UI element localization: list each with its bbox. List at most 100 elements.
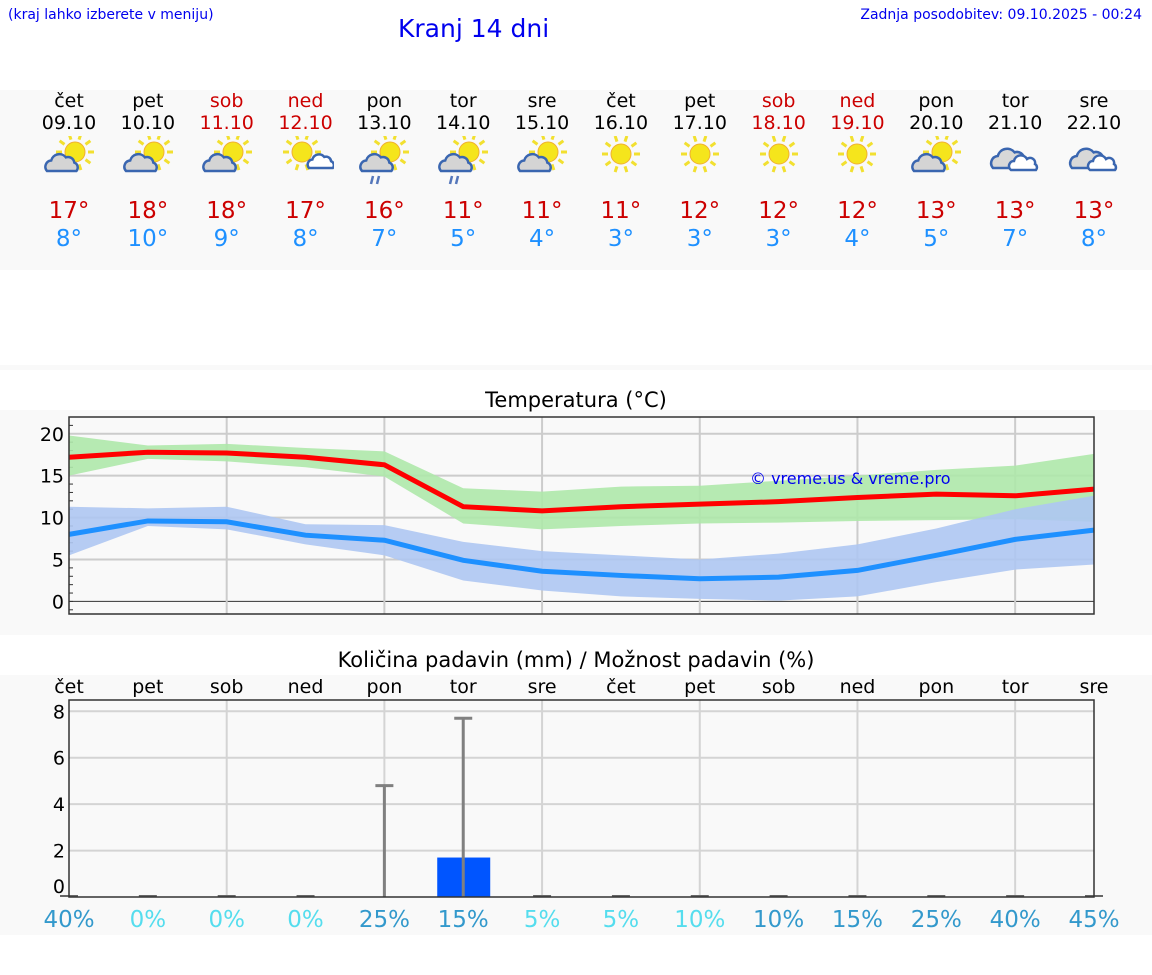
x-category-label: pet	[684, 676, 715, 698]
sun-ray	[471, 163, 477, 171]
precip-probability: 15%	[832, 907, 883, 933]
sun-ray	[788, 141, 795, 148]
min-temp: 4°	[528, 226, 556, 252]
max-temp: 13°	[915, 198, 957, 224]
plot-frame	[68, 416, 1095, 615]
plot-area	[69, 700, 1094, 897]
max-temp: 13°	[1073, 198, 1115, 224]
precip-probability: 0%	[287, 907, 324, 933]
sun-ray	[841, 160, 848, 167]
x-category-label: sre	[1080, 676, 1109, 698]
cloud-shape	[517, 152, 553, 173]
day-name: ned	[287, 90, 324, 112]
precip-probability: 25%	[911, 907, 962, 933]
precip-probability: 5%	[524, 907, 561, 933]
max-temp: 12°	[679, 198, 721, 224]
sun-ray	[156, 163, 162, 171]
min-temp: 7°	[1002, 226, 1029, 252]
y-tick-label: 15	[40, 466, 64, 488]
sun-ray	[604, 160, 612, 167]
sun-ray	[771, 135, 777, 143]
day-name: sre	[1079, 90, 1109, 112]
sun-ray	[392, 163, 398, 171]
sun-icon	[601, 135, 640, 173]
day-date: 12.10	[278, 112, 333, 134]
min-temp: 8°	[55, 226, 83, 252]
sun-ray	[867, 160, 874, 167]
day-forecast: čet 09.10 17° 8°	[24, 90, 114, 252]
sun-ray	[285, 158, 292, 165]
day-date: 11.10	[199, 112, 254, 134]
day-date: 15.10	[514, 112, 570, 134]
sun-ray	[235, 163, 240, 171]
day-date: 14.10	[436, 112, 491, 134]
day-name: sre	[527, 90, 557, 112]
sun-ray	[709, 141, 717, 148]
plot-frame	[68, 699, 1095, 898]
day-name: sob	[209, 90, 244, 112]
sun-ray	[478, 139, 486, 146]
sun-ray	[860, 165, 865, 173]
day-date: 18.10	[751, 112, 806, 134]
sun-ray	[478, 158, 486, 165]
y-tick-label: 20	[40, 424, 64, 446]
sun-disc	[610, 143, 632, 165]
precip-probability: 10%	[674, 907, 725, 933]
sun-cloud-icon	[44, 133, 94, 173]
sun-ray	[702, 135, 708, 143]
min-temp: 8°	[1080, 226, 1108, 252]
sun-ray	[867, 141, 874, 148]
day-name: čet	[54, 90, 84, 112]
sun-ray	[242, 139, 249, 146]
day-date: 22.10	[1066, 112, 1122, 134]
max-temp: 11°	[521, 198, 563, 224]
page-title: Kranj 14 dni	[398, 14, 550, 43]
cloud-shape	[44, 152, 79, 173]
sun-ray	[531, 139, 539, 146]
cloud-shape	[123, 152, 158, 173]
x-category-label: ned	[840, 676, 876, 698]
x-category-label: ned	[288, 676, 324, 698]
cloud-shape	[359, 152, 395, 173]
x-category-label: čet	[54, 676, 84, 698]
x-category-label: pon	[918, 676, 954, 698]
day-name: sob	[761, 90, 796, 112]
sun-ray	[860, 135, 865, 143]
cloud-shape	[438, 152, 474, 173]
sun-ray	[841, 141, 848, 148]
day-date: 17.10	[672, 112, 727, 134]
sun-small-cloud-icon	[282, 133, 335, 171]
min-temp: 5°	[450, 226, 477, 252]
y-tick-label: 4	[53, 794, 65, 816]
sun-ray	[137, 139, 145, 146]
min-temp: 3°	[607, 226, 634, 252]
sun-ray	[683, 141, 691, 148]
cloud-shape	[1007, 154, 1039, 172]
day-forecast: sre 22.10 13° 8°	[1049, 90, 1139, 252]
sun-ray	[285, 139, 292, 146]
rain-drop	[376, 175, 381, 185]
day-name: pon	[918, 90, 955, 112]
x-category-label: čet	[606, 676, 636, 698]
max-temp: 12°	[837, 198, 878, 224]
sun-cloud-icon	[517, 133, 568, 173]
sun-ray	[630, 160, 638, 167]
day-name: pon	[366, 90, 403, 112]
rain-drop	[449, 175, 454, 185]
cloud-icon	[990, 147, 1039, 172]
precip-probability: 0%	[208, 907, 245, 933]
day-date: 09.10	[41, 112, 97, 134]
day-date: 19.10	[830, 112, 885, 134]
sun-cloud-icon	[201, 133, 252, 173]
y-tick-label: 8	[53, 701, 65, 723]
day-forecast: sob 18.10 12° 3°	[734, 90, 824, 252]
divider	[0, 365, 1152, 370]
day-name: čet	[606, 90, 636, 112]
day-name: tor	[1001, 90, 1029, 112]
min-temp: 8°	[292, 226, 319, 252]
min-temp: 3°	[686, 226, 713, 252]
precip-probability: 0%	[130, 907, 167, 933]
day-forecast: pon 20.10 13° 5°	[891, 90, 981, 252]
last-updated: Zadnja posodobitev: 09.10.2025 - 00:24	[860, 7, 1142, 23]
sun-disc	[846, 143, 868, 165]
